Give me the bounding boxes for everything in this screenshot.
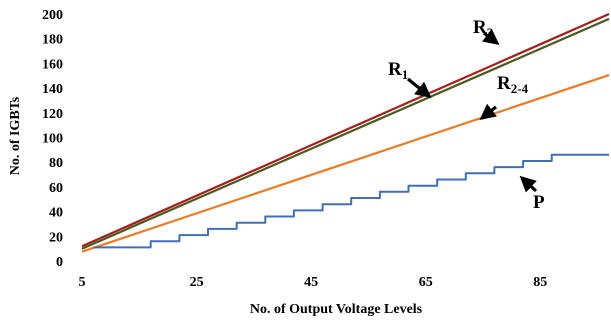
series-line-r3: [81, 12, 610, 248]
y-tick-label: 60: [49, 181, 63, 196]
series-line-p: [93, 153, 609, 249]
y-axis-ticks: 0 20 40 60 80 100 120 140 160 180 200: [42, 8, 63, 270]
annotation-arrow: [519, 175, 538, 193]
y-tick-label: 180: [42, 33, 63, 48]
x-tick-label: 65: [419, 275, 433, 290]
annotation-label: R2-4: [497, 73, 529, 96]
annotation-label: R1: [388, 59, 408, 82]
y-tick-label: 80: [49, 156, 63, 171]
annotations: R3 R1 R2-4 P: [388, 17, 545, 213]
y-tick-label: 200: [42, 8, 63, 23]
y-tick-label: 140: [42, 82, 63, 97]
annotation-arrow: [479, 103, 498, 120]
series-line-r1: [81, 17, 610, 250]
y-tick-label: 40: [49, 206, 63, 221]
y-tick-label: 120: [42, 107, 63, 122]
y-tick-label: 20: [49, 230, 63, 245]
annotation-arrow: [481, 28, 500, 45]
y-axis-title: No. of IGBTs: [8, 96, 23, 175]
y-tick-label: 160: [42, 57, 63, 72]
x-tick-label: 5: [79, 275, 86, 290]
x-axis-ticks: 5 25 45 65 85: [79, 275, 548, 290]
annotation-arrow: [406, 77, 432, 99]
x-tick-label: 25: [190, 275, 204, 290]
annotation-label: R3: [473, 17, 494, 40]
annotation-label: P: [533, 192, 545, 213]
y-tick-label: 100: [42, 132, 63, 147]
x-tick-label: 85: [533, 275, 547, 290]
series-line-r2-4: [81, 74, 610, 253]
y-tick-label: 0: [56, 255, 63, 270]
series-layer: [81, 12, 610, 253]
x-axis-title: No. of Output Voltage Levels: [250, 302, 423, 317]
x-tick-label: 45: [304, 275, 318, 290]
